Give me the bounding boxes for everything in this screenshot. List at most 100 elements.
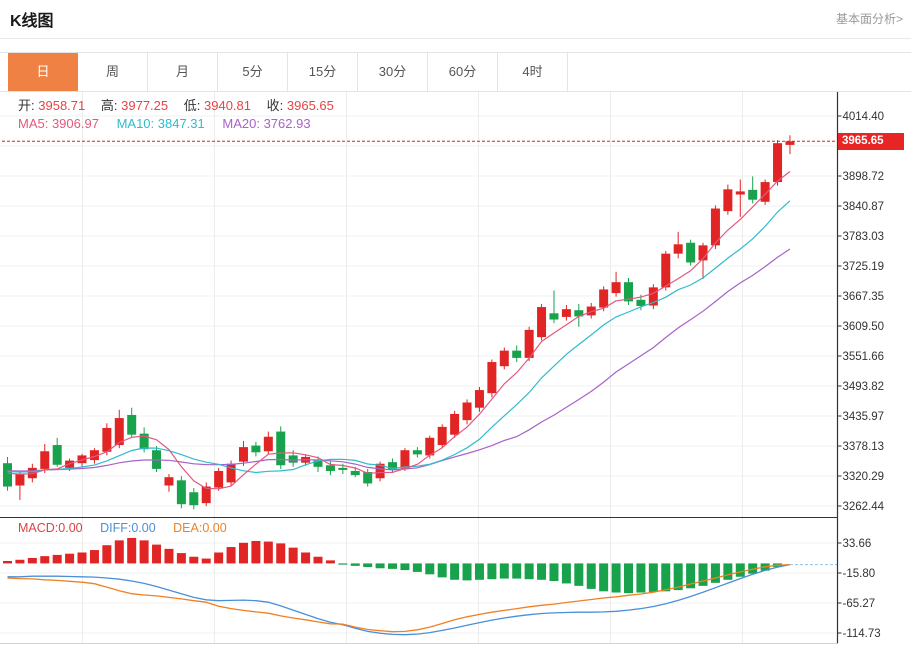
page-title: K线图 (10, 13, 54, 30)
axis-label: 4014.40 (843, 111, 885, 123)
ma20-line (7, 248, 791, 472)
axis-label: 33.66 (843, 538, 872, 550)
tab-month[interactable]: 月 (148, 53, 218, 91)
candle-body (698, 245, 708, 261)
axis-label: 3435.97 (843, 411, 885, 423)
candle-body (537, 307, 547, 338)
macd-bar (661, 563, 671, 592)
candle-body (474, 390, 484, 408)
macd-bar (40, 556, 50, 564)
candle-body (586, 306, 596, 316)
candle-body (599, 289, 609, 308)
macd-bar (139, 540, 149, 564)
axis-label: 3262.44 (843, 501, 885, 513)
tab-week[interactable]: 周 (78, 53, 148, 91)
macd-bar (214, 552, 224, 564)
diff-line (7, 563, 791, 636)
macd-bar (425, 563, 435, 575)
candle-body (735, 191, 745, 195)
macd-bar (350, 563, 360, 566)
macd-bar (325, 560, 335, 564)
candle-body (52, 445, 62, 465)
candle-body (412, 450, 422, 455)
macd-bar (52, 554, 62, 564)
macd-bar (487, 563, 497, 580)
macd-bar (201, 558, 211, 564)
macd-bar (599, 563, 609, 592)
macd-bar (524, 563, 534, 580)
candle-body (350, 470, 360, 476)
candle-body (636, 299, 646, 307)
macd-bar (673, 563, 683, 591)
macd-bar (114, 540, 124, 564)
macd-bar (15, 559, 25, 564)
candle-body (611, 282, 621, 294)
macd-bar (735, 563, 745, 577)
candle-body (164, 477, 174, 486)
axis-label: 3667.35 (843, 291, 885, 303)
macd-bar (512, 563, 522, 579)
candle-body (648, 287, 658, 306)
tab-5min[interactable]: 5分 (218, 53, 288, 91)
candle-body (77, 455, 87, 464)
candle-body (127, 414, 137, 435)
candle-body (251, 445, 261, 453)
candle-body (363, 472, 373, 484)
macd-bar (499, 563, 509, 579)
macd-bar (636, 563, 646, 593)
macd-bar (723, 563, 733, 580)
axis-label: 3725.19 (843, 261, 885, 273)
macd-bar (338, 563, 348, 565)
candle-body (176, 480, 186, 505)
macd-bar (586, 563, 596, 589)
axis-label: -114.73 (843, 628, 881, 640)
macd-bar (474, 563, 484, 580)
candle-body (748, 189, 758, 200)
macd-bar (301, 552, 311, 564)
tab-30min[interactable]: 30分 (358, 53, 428, 91)
macd-bar (3, 560, 12, 564)
dea-value: DEA:0.00 (173, 521, 227, 535)
tab-60min[interactable]: 60分 (428, 53, 498, 91)
macd-bar (574, 563, 584, 586)
candle-body (450, 413, 460, 435)
candle-body (313, 460, 323, 467)
tab-15min[interactable]: 15分 (288, 53, 358, 91)
ma5-line (7, 171, 791, 490)
axis-label: 3783.03 (843, 231, 885, 243)
current-price-badge: 3965.65 (838, 133, 904, 150)
candle-body (686, 242, 696, 263)
ma5-value: MA5: 3906.97 (18, 116, 99, 131)
candle-body (723, 189, 733, 212)
axis-label: 3551.66 (843, 351, 885, 363)
candle-body (189, 492, 199, 506)
ma10-value: MA10: 3847.31 (116, 116, 205, 131)
tab-day[interactable]: 日 (8, 53, 78, 91)
open-value: 3958.71 (38, 98, 86, 113)
close-value: 3965.65 (286, 98, 334, 113)
candle-body (462, 402, 472, 421)
candle-body (512, 350, 522, 358)
diff-value: DIFF:0.00 (100, 521, 156, 535)
header-divider (0, 38, 911, 39)
candle-body (499, 350, 509, 367)
fundamental-analysis-link[interactable]: 基本面分析> (835, 12, 903, 26)
candle-body (325, 465, 335, 471)
candle-body (561, 309, 571, 317)
macd-bar (549, 563, 559, 582)
candle-body (760, 182, 770, 202)
ma10-line (7, 200, 791, 474)
macd-bar (164, 548, 174, 564)
candle-body (263, 436, 273, 452)
axis-label: 3898.72 (843, 171, 885, 183)
macd-bar (127, 537, 137, 564)
candle-body (288, 455, 298, 463)
candle-body (673, 244, 683, 254)
macd-bar (152, 544, 162, 564)
candle-body (201, 486, 211, 504)
candle-body (574, 310, 584, 317)
low-value: 3940.81 (204, 98, 251, 113)
tab-4hour[interactable]: 4时 (498, 53, 568, 91)
